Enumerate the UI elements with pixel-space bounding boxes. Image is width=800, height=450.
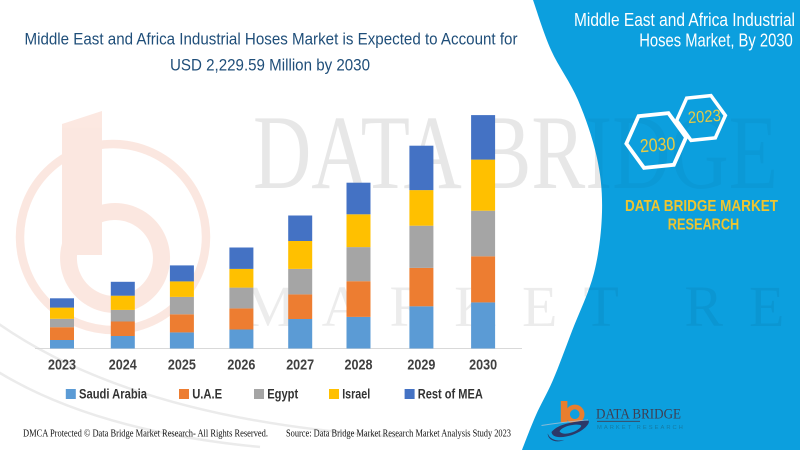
- svg-text:2023: 2023: [48, 358, 76, 374]
- svg-text:Hoses Market, By 2030: Hoses Market, By 2030: [639, 30, 793, 51]
- svg-text:Middle East and Africa Industr: Middle East and Africa Industrial Hoses …: [25, 30, 518, 49]
- svg-text:2030: 2030: [639, 133, 676, 156]
- svg-text:Israel: Israel: [342, 387, 370, 402]
- svg-text:2024: 2024: [109, 358, 137, 374]
- svg-text:Egypt: Egypt: [267, 387, 298, 402]
- svg-text:Saudi Arabia: Saudi Arabia: [79, 387, 147, 402]
- svg-text:2027: 2027: [286, 358, 314, 374]
- svg-text:Rest of MEA: Rest of MEA: [418, 387, 483, 402]
- svg-text:Middle East and Africa Industr: Middle East and Africa Industrial: [574, 9, 795, 30]
- svg-text:Source: Data Bridge Market Res: Source: Data Bridge Market Research Mark…: [286, 428, 511, 440]
- svg-text:2030: 2030: [469, 358, 497, 374]
- svg-text:RESEARCH: RESEARCH: [668, 217, 740, 234]
- svg-text:2029: 2029: [407, 358, 435, 374]
- svg-text:DATA BRIDGE: DATA BRIDGE: [596, 407, 681, 423]
- svg-text:MARKET RESEARCH: MARKET RESEARCH: [597, 425, 685, 431]
- svg-text:2025: 2025: [168, 358, 196, 374]
- svg-text:2026: 2026: [227, 358, 255, 374]
- svg-text:2028: 2028: [345, 358, 373, 374]
- svg-text:2023: 2023: [687, 107, 721, 127]
- svg-text:U.A.E: U.A.E: [192, 387, 222, 402]
- svg-text:USD 2,229.59 Million by 2030: USD 2,229.59 Million by 2030: [170, 56, 370, 75]
- svg-text:DMCA Protected © Data Bridge M: DMCA Protected © Data Bridge Market Rese…: [23, 428, 268, 440]
- svg-text:DATA BRIDGE MARKET: DATA BRIDGE MARKET: [625, 198, 778, 215]
